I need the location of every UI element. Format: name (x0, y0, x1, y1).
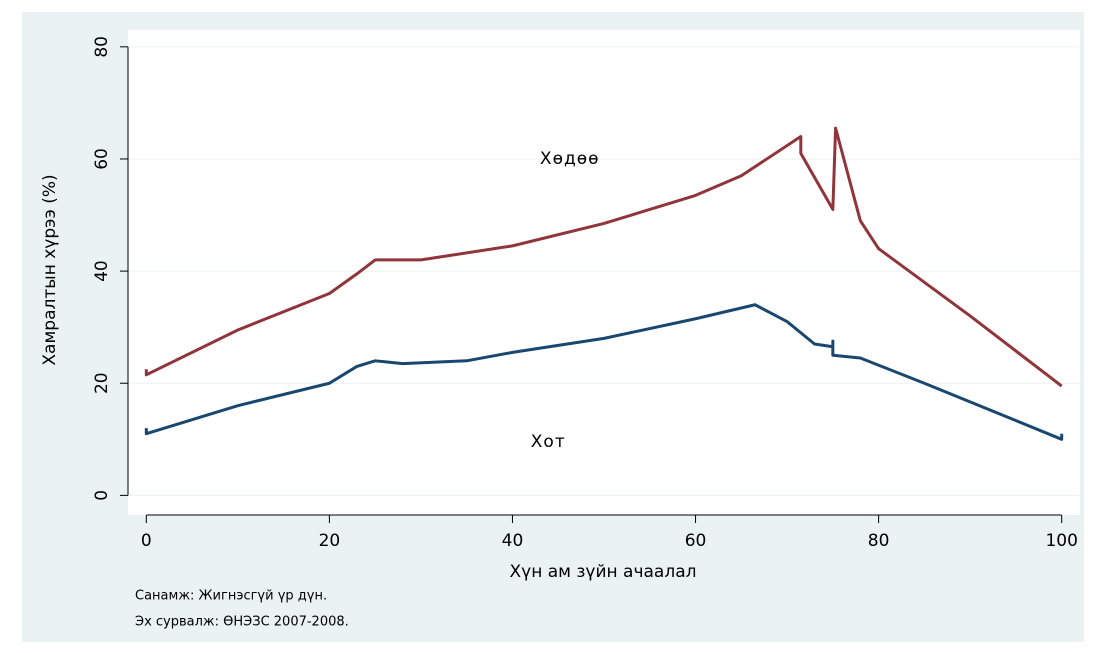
x-tick-label: 40 (502, 531, 524, 551)
series-line (144, 303, 1064, 441)
y-tick-label: 20 (92, 372, 112, 394)
y-tick-label: 80 (92, 36, 112, 58)
annotation: Хөдөө (540, 149, 600, 169)
x-axis-title: Хүн ам зүйн ачаалал (510, 562, 697, 582)
y-axis-title: Хамралтын хүрээ (%) (40, 174, 60, 365)
x-tick-label: 100 (1045, 531, 1077, 551)
x-tick-label: 0 (141, 531, 152, 551)
x-tick-label: 60 (685, 531, 707, 551)
y-tick-label: 0 (92, 490, 112, 501)
x-tick-label: 80 (868, 531, 890, 551)
plot-area (128, 30, 1080, 515)
x-tick-label: 20 (319, 531, 341, 551)
y-tick-label: 60 (92, 148, 112, 170)
annotation: Хот (531, 432, 566, 452)
y-tick-label: 40 (92, 260, 112, 282)
note: Санамж: Жигнэсгүй үр дүн. (135, 589, 327, 604)
series-line (144, 126, 1063, 388)
note: Эх сурвалж: ӨНЭЗС 2007-2008. (135, 615, 349, 630)
